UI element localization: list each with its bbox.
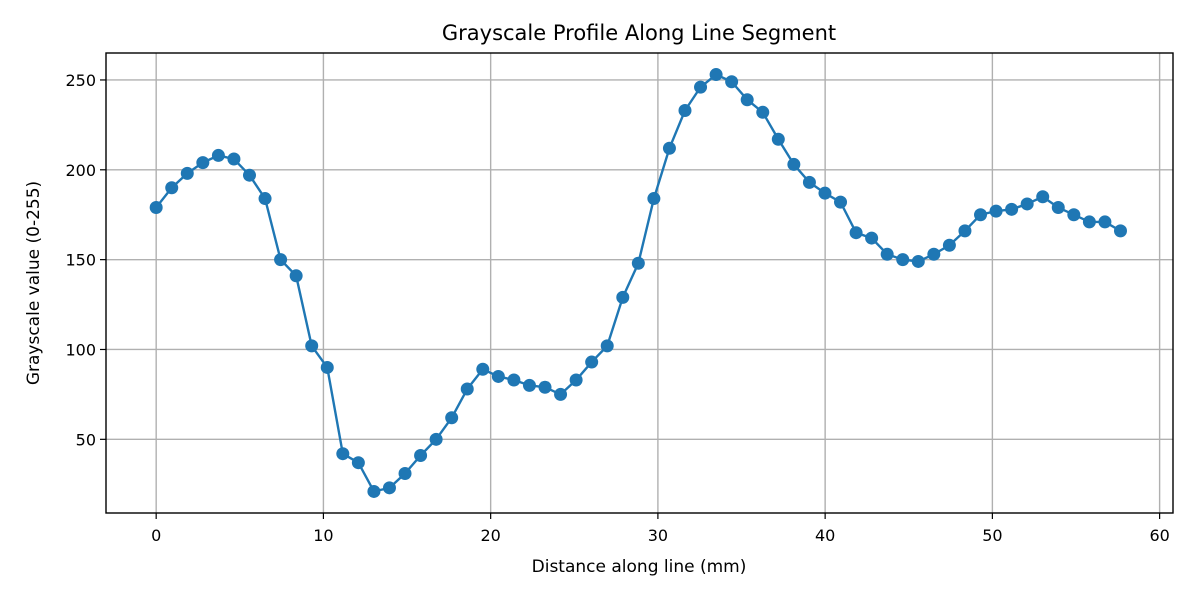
data-point: [1067, 208, 1081, 222]
data-point: [289, 269, 303, 283]
data-point: [802, 175, 816, 189]
data-point: [196, 156, 210, 170]
data-point: [989, 204, 1003, 218]
data-point: [1051, 201, 1065, 215]
data-point: [165, 181, 179, 195]
data-point: [382, 481, 396, 495]
data-point: [647, 192, 661, 206]
data-point: [942, 238, 956, 252]
data-point: [211, 148, 225, 162]
data-point: [600, 339, 614, 353]
x-tick-label: 0: [151, 526, 161, 545]
data-point: [927, 247, 941, 261]
x-tick-label: 10: [313, 526, 333, 545]
data-point: [336, 447, 350, 461]
data-point: [398, 466, 412, 480]
data-point: [725, 75, 739, 89]
data-point: [242, 168, 256, 182]
data-point: [522, 378, 536, 392]
y-tick-label: 50: [76, 430, 96, 449]
data-point: [1020, 197, 1034, 211]
plot-frame: [105, 52, 1174, 514]
data-point: [445, 411, 459, 425]
data-point: [678, 104, 692, 117]
data-point: [1036, 190, 1050, 204]
data-point: [491, 369, 505, 383]
y-tick-label: 250: [65, 71, 96, 90]
data-point: [1082, 215, 1096, 229]
y-axis-title: Grayscale value (0-255): [24, 181, 44, 385]
data-point: [320, 360, 334, 374]
data-point: [460, 382, 474, 396]
data-point: [616, 290, 630, 304]
y-tick-label: 100: [65, 340, 96, 359]
data-point: [180, 166, 194, 180]
data-point: [569, 373, 583, 387]
axes: [105, 52, 1174, 514]
y-tick-label: 200: [65, 161, 96, 180]
data-point: [974, 208, 988, 222]
data-point: [538, 380, 552, 394]
x-tick-label: 40: [815, 526, 835, 545]
data-point: [554, 387, 568, 401]
data-point: [958, 224, 972, 238]
data-point: [1113, 224, 1127, 238]
data-point: [429, 432, 443, 446]
data-point: [585, 355, 599, 369]
data-point: [911, 254, 925, 268]
data-point: [476, 362, 490, 376]
data-point: [694, 80, 708, 94]
data-point: [367, 484, 381, 498]
ticks: 0 10 20 30 40 50 60 50 100 150 200 250: [65, 71, 1169, 545]
x-tick-label: 30: [648, 526, 668, 545]
chart-title: Grayscale Profile Along Line Segment: [442, 21, 836, 45]
data-point: [709, 68, 723, 82]
data-point: [507, 373, 521, 387]
data-point: [1098, 215, 1112, 229]
y-tick-label: 150: [65, 251, 96, 270]
data-point: [771, 132, 785, 146]
data-point: [865, 231, 879, 245]
series-layer: [149, 68, 1127, 498]
data-point: [227, 152, 241, 166]
data-point: [1005, 202, 1019, 216]
data-point: [414, 449, 428, 462]
data-point: [756, 105, 770, 119]
data-point: [818, 186, 832, 200]
data-point: [631, 256, 645, 270]
data-point: [834, 195, 848, 209]
data-point: [880, 247, 894, 261]
data-point: [274, 253, 288, 267]
data-point: [258, 192, 272, 206]
data-point: [787, 157, 801, 171]
data-point: [149, 201, 163, 215]
x-tick-label: 20: [480, 526, 500, 545]
data-point: [351, 456, 365, 470]
grid-lines: [106, 53, 1173, 513]
data-point: [849, 226, 863, 240]
data-point: [305, 339, 319, 353]
x-axis-title: Distance along line (mm): [532, 557, 747, 577]
data-point: [740, 93, 754, 107]
x-tick-label: 50: [982, 526, 1002, 545]
data-point: [662, 141, 676, 155]
x-tick-label: 60: [1149, 526, 1169, 545]
data-point: [896, 253, 910, 267]
